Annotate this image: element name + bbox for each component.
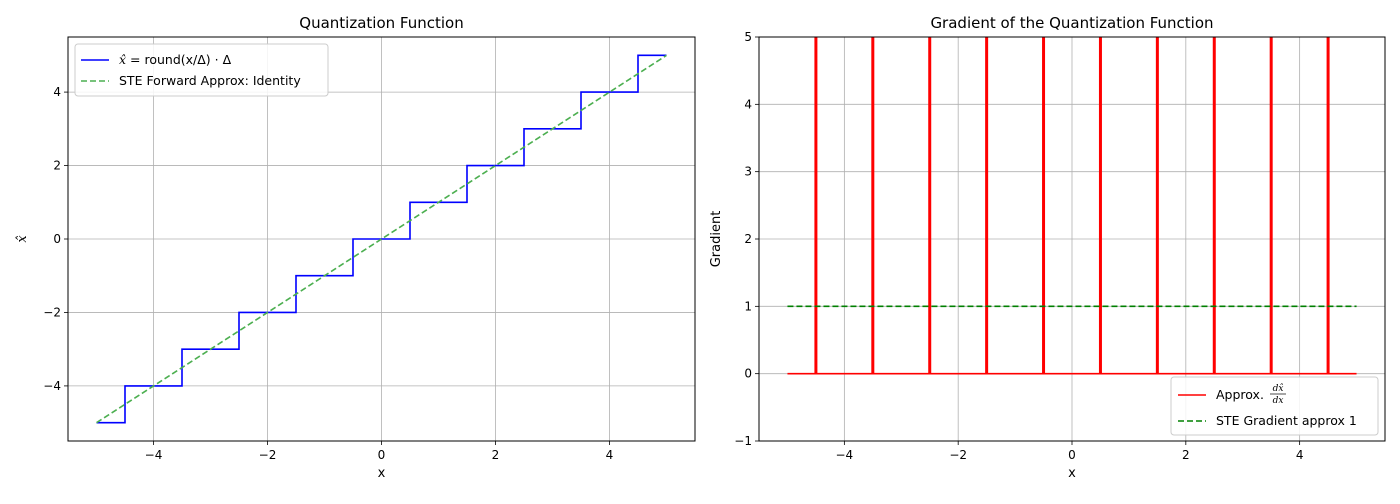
- right-legend-fraction: dx̂ dx: [1270, 383, 1286, 406]
- left-x-tick-label: 0: [378, 448, 386, 462]
- right-y-tick-label: 0: [744, 367, 752, 381]
- right-y-tick-label: 2: [744, 232, 752, 246]
- right-legend-label-ste: STE Gradient approx 1: [1216, 413, 1357, 428]
- fraction-numerator: dx̂: [1273, 383, 1284, 394]
- left-x-tick-label: −4: [145, 448, 163, 462]
- right-y-tick-label: 4: [744, 97, 752, 111]
- left-series-line-1: [96, 54, 667, 424]
- left-x-tick-label: 4: [606, 448, 614, 462]
- right-y-tick-label: 3: [744, 165, 752, 179]
- right-x-tick-label: 4: [1296, 448, 1304, 462]
- left-y-axis-label: x̂: [15, 235, 30, 243]
- left-chart-title: Quantization Function: [299, 14, 463, 32]
- right-y-tick-label: −1: [734, 434, 752, 448]
- left-legend-box: [74, 43, 329, 97]
- left-y-tick-label: 4: [53, 85, 61, 99]
- left-x-tick-label: −2: [259, 448, 277, 462]
- right-ticks: −4 −2 0 2 4 −1 0 1 2 3 4 5: [734, 30, 1303, 462]
- left-series: [96, 54, 667, 424]
- left-y-tick-label: 2: [53, 159, 61, 173]
- left-y-tick-label: 0: [53, 232, 61, 246]
- left-legend-label-identity: STE Forward Approx: Identity: [119, 73, 301, 88]
- right-x-tick-label: −4: [836, 448, 854, 462]
- right-series: [787, 37, 1357, 375]
- right-legend: Approx. dx̂ dx STE Gradient approx 1: [1170, 376, 1379, 436]
- right-legend-label-gradient: Approx.: [1216, 387, 1264, 402]
- right-legend-box: [1170, 376, 1379, 436]
- left-y-tick-label: −2: [43, 305, 61, 319]
- left-legend-label-quantized: x̂ = round(x/Δ) · Δ: [119, 52, 232, 67]
- right-y-tick-label: 1: [744, 299, 752, 313]
- fraction-denominator: dx: [1273, 396, 1284, 406]
- right-x-tick-label: −2: [949, 448, 967, 462]
- left-ticks: −4 −2 0 2 4 −4 −2 0 2 4: [43, 85, 613, 462]
- right-chart-title: Gradient of the Quantization Function: [930, 14, 1213, 32]
- left-legend: x̂ = round(x/Δ) · Δ STE Forward Approx: …: [74, 43, 329, 97]
- right-y-axis-label: Gradient: [709, 211, 724, 268]
- right-y-tick-label: 5: [744, 30, 752, 44]
- left-chart: −4 −2 0 2 4 −4 −2 0 2 4 Quantization Function x x…: [15, 14, 696, 481]
- right-x-axis-label: x: [1068, 466, 1076, 481]
- left-x-axis-label: x: [378, 466, 386, 481]
- right-x-tick-label: 2: [1182, 448, 1190, 462]
- right-chart: −4 −2 0 2 4 −1 0 1 2 3 4 5 Gradient of the Quantiza…: [709, 14, 1386, 481]
- right-x-tick-label: 0: [1068, 448, 1076, 462]
- left-x-tick-label: 2: [492, 448, 500, 462]
- left-y-tick-label: −4: [43, 379, 61, 393]
